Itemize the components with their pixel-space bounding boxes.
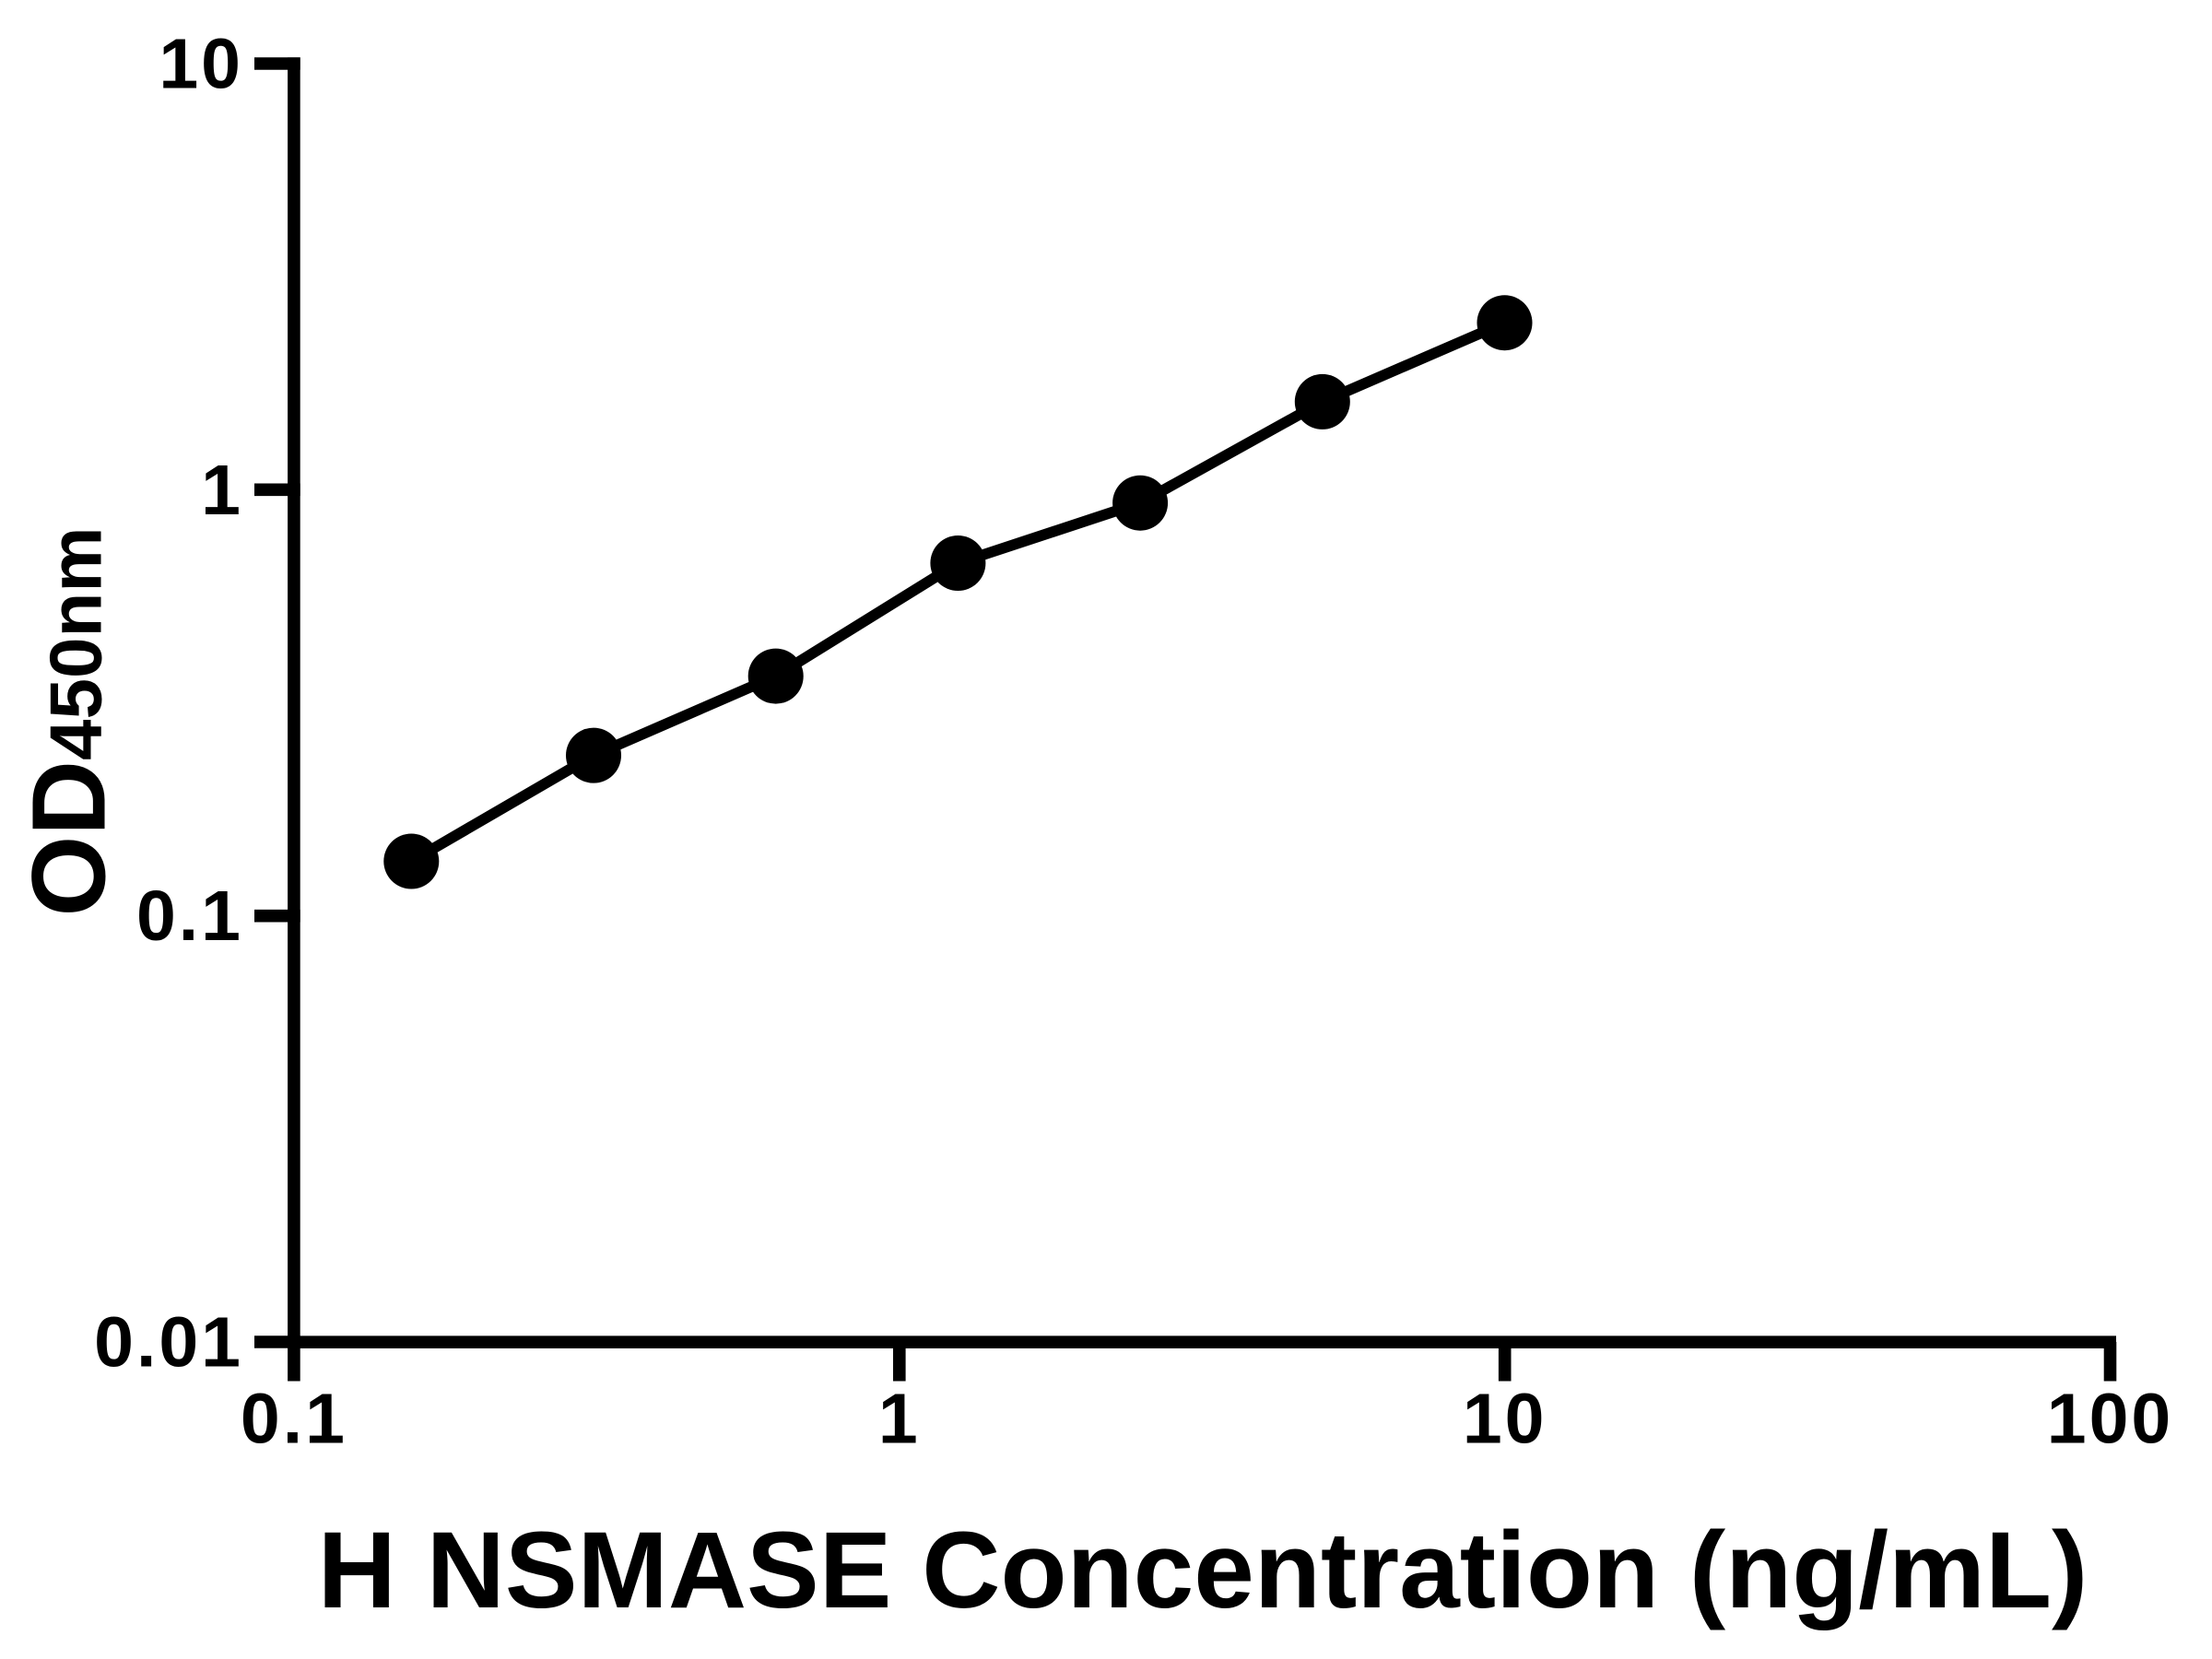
svg-text:1: 1 [878, 1380, 921, 1459]
svg-text:OD450nm: OD450nm [11, 527, 127, 917]
svg-text:H NSMASE Concentration (ng/mL): H NSMASE Concentration (ng/mL) [318, 1510, 2088, 1631]
svg-text:0.1: 0.1 [136, 877, 243, 956]
svg-text:0.1: 0.1 [241, 1380, 347, 1459]
svg-text:100: 100 [2047, 1380, 2173, 1459]
svg-text:1: 1 [201, 451, 243, 530]
svg-text:0.01: 0.01 [94, 1303, 243, 1382]
svg-text:10: 10 [1463, 1380, 1547, 1459]
svg-text:10: 10 [159, 25, 243, 104]
